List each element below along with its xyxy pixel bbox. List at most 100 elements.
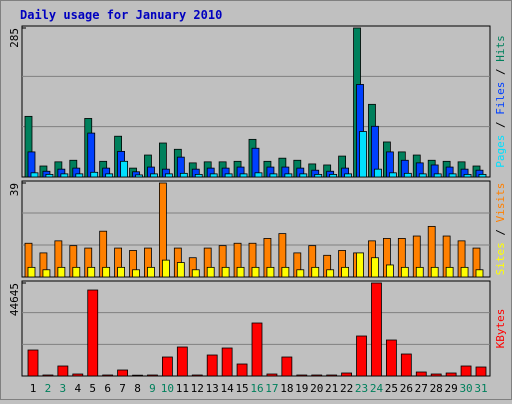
bar	[296, 269, 305, 278]
bar	[161, 259, 170, 278]
bar	[415, 371, 427, 377]
x-tick-label: 7	[119, 382, 126, 395]
bar	[311, 374, 323, 377]
y-tick-label: 285	[8, 28, 21, 48]
chart-title: Daily usage for January 2010	[20, 8, 222, 22]
bar	[403, 172, 412, 178]
bar	[120, 160, 128, 178]
bar	[27, 349, 39, 377]
x-tick-label: 2	[45, 382, 52, 395]
bar	[176, 262, 185, 278]
x-tick-label: 23	[355, 382, 368, 395]
bar	[388, 172, 397, 178]
bar	[475, 269, 484, 278]
y-tick-label: 44645	[8, 283, 21, 316]
bar	[27, 266, 36, 278]
bar	[224, 173, 233, 178]
bar	[221, 266, 230, 278]
x-tick-label: 1	[30, 382, 37, 395]
bar	[102, 266, 111, 278]
bar	[194, 173, 203, 178]
bar	[445, 372, 457, 377]
bar	[359, 131, 367, 178]
x-tick-label: 29	[445, 382, 458, 395]
bar	[30, 172, 39, 178]
bar	[87, 289, 99, 377]
bar	[374, 168, 382, 178]
bar	[415, 266, 424, 278]
bar	[326, 269, 335, 278]
x-tick-label: 6	[104, 382, 111, 395]
x-tick-label: 22	[340, 382, 353, 395]
bar	[266, 373, 278, 377]
x-tick-label: 30	[459, 382, 472, 395]
legend-entry: KBytes	[494, 309, 507, 349]
x-tick-label: 20	[310, 382, 323, 395]
bar	[90, 171, 99, 178]
bar	[60, 173, 69, 178]
bar	[460, 365, 472, 377]
bar	[463, 173, 472, 178]
bar	[132, 374, 143, 377]
bar	[164, 173, 173, 178]
x-tick-label: 19	[295, 382, 308, 395]
bar	[448, 173, 457, 178]
bar	[296, 374, 308, 377]
bar	[329, 173, 338, 178]
bar	[179, 172, 188, 178]
bar	[191, 269, 200, 278]
legend-separator: /	[494, 115, 507, 135]
bar	[356, 335, 367, 377]
bar	[269, 173, 278, 178]
legend-entry: Files	[494, 82, 507, 115]
legend-separator: /	[494, 62, 507, 82]
x-tick-label: 14	[221, 382, 235, 395]
bar	[433, 173, 442, 178]
bar	[57, 365, 69, 377]
bar	[236, 266, 245, 278]
x-tick-label: 11	[176, 382, 189, 395]
bar	[478, 173, 487, 178]
x-tick-label: 16	[250, 382, 263, 395]
bar	[251, 266, 260, 278]
bar	[206, 354, 218, 377]
bar	[209, 173, 218, 178]
bar	[475, 366, 487, 377]
bar	[176, 346, 188, 377]
x-tick-label: 15	[235, 382, 248, 395]
bar	[418, 173, 427, 178]
bar	[42, 269, 51, 278]
bar	[314, 173, 323, 178]
bar	[281, 356, 293, 377]
bar	[42, 374, 54, 377]
bar	[311, 266, 320, 278]
bar	[299, 173, 308, 178]
x-tick-label: 4	[74, 382, 81, 395]
x-tick-label: 9	[149, 382, 156, 395]
legend-separator: /	[494, 222, 507, 242]
bar	[344, 173, 353, 178]
x-tick-label: 10	[161, 382, 174, 395]
bar	[385, 264, 394, 278]
legend: Sites / Visits	[494, 183, 507, 276]
bar	[400, 266, 409, 278]
y-tick-label: 39	[8, 183, 21, 196]
bar	[400, 353, 412, 377]
bar	[284, 173, 293, 178]
bar	[341, 372, 353, 377]
bar	[236, 363, 248, 377]
bar	[105, 173, 114, 178]
bar	[326, 374, 338, 377]
bar	[191, 374, 203, 377]
bar	[206, 266, 215, 278]
bar	[75, 173, 84, 178]
legend-entry: Pages	[494, 135, 507, 168]
bar	[371, 257, 379, 278]
bar	[72, 266, 81, 278]
bar	[87, 266, 96, 278]
x-tick-label: 5	[89, 382, 96, 395]
x-tick-label: 31	[474, 382, 487, 395]
x-tick-label: 27	[415, 382, 428, 395]
x-tick-label: 17	[265, 382, 278, 395]
